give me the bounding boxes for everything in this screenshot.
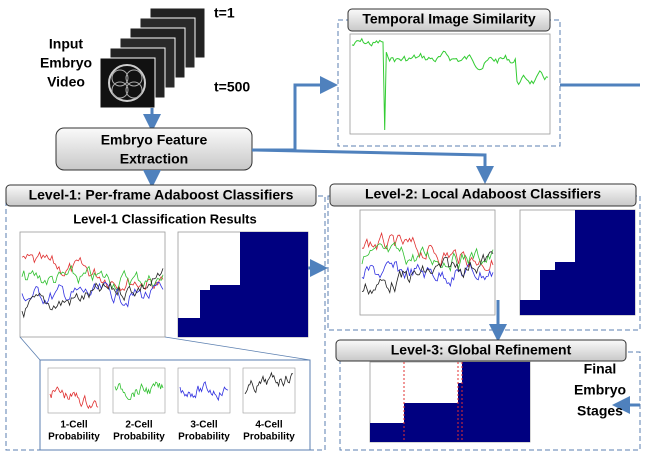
input-label: Embryo: [40, 55, 92, 71]
prob-plot: [360, 210, 495, 315]
output-label: Embryo: [574, 382, 626, 398]
frame-label: t=500: [214, 79, 250, 95]
frame-label: t=1: [214, 5, 235, 21]
arrow: [252, 85, 332, 150]
output-label: Stages: [577, 403, 623, 419]
mini-plot: [178, 368, 230, 413]
prob-plot: [20, 232, 165, 337]
input-label: Input: [49, 36, 84, 52]
prob-label: Probability: [113, 432, 165, 443]
arrow: [252, 150, 485, 178]
prob-label: Probability: [243, 432, 295, 443]
prob-label: 4-Cell: [255, 420, 282, 431]
prob-label: 2-Cell: [125, 420, 152, 431]
results-title: Level-1 Classification Results: [73, 211, 257, 226]
feature-label: Embryo Feature: [101, 132, 208, 148]
panel-title: Temporal Image Similarity: [362, 11, 535, 27]
output-label: Final: [584, 361, 617, 377]
prob-label: Probability: [48, 432, 100, 443]
feature-label: Extraction: [120, 151, 188, 167]
panel-title: Level-1: Per-frame Adaboost Classifiers: [29, 187, 294, 203]
mini-plot: [243, 368, 295, 413]
panel-title: Level-2: Local Adaboost Classifiers: [365, 186, 601, 202]
zoom-line: [20, 337, 310, 360]
prob-label: 1-Cell: [60, 420, 87, 431]
diagram: Input Embryo Video t=1 t=500 Embryo Feat…: [0, 0, 648, 454]
similarity-plot: [350, 34, 550, 134]
prob-label: Probability: [178, 432, 230, 443]
panel-title: Level-3: Global Refinement: [391, 342, 572, 358]
prob-label: 3-Cell: [190, 420, 217, 431]
mini-plot: [113, 368, 165, 413]
video-stack: [100, 8, 205, 108]
input-label: Video: [47, 74, 85, 90]
